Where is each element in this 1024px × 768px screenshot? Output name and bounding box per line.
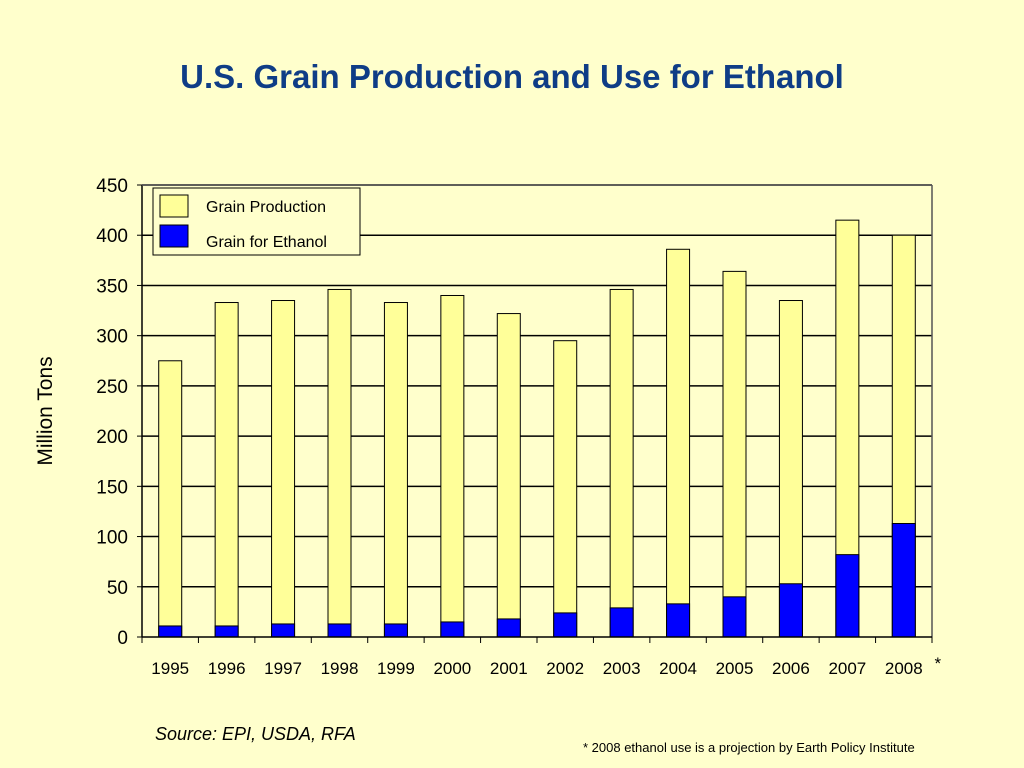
y-tick-label: 200 <box>96 427 128 448</box>
x-tick-label: 2001 <box>490 659 528 678</box>
legend-label-grain-for-ethanol: Grain for Ethanol <box>206 234 327 251</box>
x-tick-label: 1998 <box>321 659 359 678</box>
bar-grain-production <box>496 313 521 638</box>
legend-swatch-grain-production <box>159 194 189 218</box>
legend-label-grain-production: Grain Production <box>206 199 326 216</box>
bar-grain-for-ethanol <box>666 603 691 638</box>
legend-swatch-grain-for-ethanol <box>159 224 189 248</box>
y-tick-label: 300 <box>96 327 128 348</box>
x-tick-label: 2008 <box>885 659 923 678</box>
bar-grain-production <box>214 302 239 638</box>
bar-grain-for-ethanol <box>722 596 747 638</box>
bar-grain-for-ethanol <box>158 625 183 638</box>
x-tick-label: 1995 <box>151 659 189 678</box>
bar-grain-production <box>722 270 747 638</box>
bar-grain-production <box>158 360 183 638</box>
x-tick-label: 2005 <box>716 659 754 678</box>
bar-grain-production <box>271 300 296 638</box>
x-tick-label: 2007 <box>828 659 866 678</box>
x-tick-label: 2006 <box>772 659 810 678</box>
y-tick-label: 50 <box>107 578 128 599</box>
y-axis-label: Million Tons <box>34 356 57 465</box>
x-tick-label: 2002 <box>546 659 584 678</box>
bar-grain-production <box>609 288 634 638</box>
bar-grain-for-ethanol <box>778 583 803 638</box>
bar-grain-for-ethanol <box>327 623 352 638</box>
x-tick-label: 2004 <box>659 659 697 678</box>
bar-grain-production <box>666 248 691 638</box>
y-tick-label: 0 <box>117 628 128 649</box>
bar-grain-production <box>327 288 352 638</box>
bar-grain-for-ethanol <box>609 607 634 638</box>
y-tick-label: 400 <box>96 226 128 247</box>
x-tick-label: 2000 <box>433 659 471 678</box>
bar-grain-for-ethanol <box>553 612 578 638</box>
y-tick-label: 100 <box>96 528 128 549</box>
bar-grain-production <box>553 340 578 638</box>
bar-grain-for-ethanol <box>835 554 860 638</box>
y-tick-label: 450 <box>96 176 128 197</box>
chart-title: U.S. Grain Production and Use for Ethano… <box>180 58 844 95</box>
y-tick-label: 350 <box>96 276 128 297</box>
footnote: * 2008 ethanol use is a projection by Ea… <box>583 740 915 755</box>
source-note: Source: EPI, USDA, RFA <box>155 724 356 744</box>
bar-grain-for-ethanol <box>891 522 916 638</box>
bar-grain-for-ethanol <box>496 618 521 638</box>
x-tick-mark: * <box>934 654 941 673</box>
x-tick-label: 1997 <box>264 659 302 678</box>
bar-grain-for-ethanol <box>440 621 465 638</box>
bar-grain-production <box>383 302 408 638</box>
x-tick-label: 1999 <box>377 659 415 678</box>
bar-grain-for-ethanol <box>214 625 239 638</box>
bar-grain-production <box>440 294 465 638</box>
x-tick-label: 2003 <box>603 659 641 678</box>
y-tick-label: 150 <box>96 477 128 498</box>
x-tick-label: 1996 <box>208 659 246 678</box>
bar-grain-for-ethanol <box>271 623 296 638</box>
y-tick-label: 250 <box>96 377 128 398</box>
bar-grain-for-ethanol <box>383 623 408 638</box>
